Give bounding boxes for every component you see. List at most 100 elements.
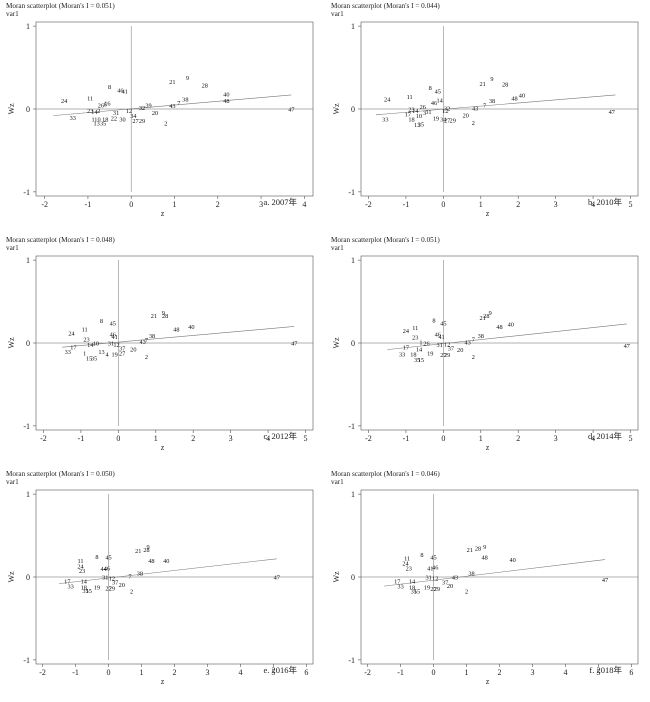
- y-tick-label: -1: [23, 422, 30, 431]
- point-label: 2: [472, 354, 475, 361]
- x-tick-label: 5: [596, 668, 600, 677]
- point-label: 18: [409, 584, 415, 591]
- x-tick-label: 3: [554, 200, 558, 209]
- point-label: 11: [404, 555, 410, 562]
- point-label: 21: [467, 547, 473, 554]
- y-tick-label: 0: [26, 105, 30, 114]
- point-label: 10: [94, 116, 100, 123]
- point-label: 8: [100, 318, 103, 325]
- x-tick-label: 1: [479, 434, 483, 443]
- x-axis-title: z: [486, 677, 490, 686]
- point-label: 20: [457, 347, 463, 354]
- point-label: 20: [152, 110, 158, 117]
- point-label: 46: [117, 87, 123, 94]
- point-label: 27: [105, 585, 111, 592]
- point-label: 47: [291, 341, 297, 348]
- panel-year-label: a. 2007年: [263, 197, 297, 207]
- point-label: 12: [444, 341, 450, 348]
- x-tick-label: 0: [432, 668, 436, 677]
- x-tick-label: -2: [39, 668, 46, 677]
- x-tick-label: 4: [266, 434, 270, 443]
- x-tick-label: 5: [629, 434, 633, 443]
- regression-line: [387, 323, 627, 350]
- point-label: 20: [130, 346, 136, 353]
- y-tick-label: 0: [26, 573, 30, 582]
- point-label: 29: [139, 118, 145, 125]
- x-tick-label: 1: [173, 200, 177, 209]
- panel-title: Moran scatterplot (Moran's I = 0.046): [331, 470, 440, 478]
- y-axis-title: Wz: [332, 103, 341, 115]
- point-label: 7: [177, 100, 180, 107]
- point-label: 13: [98, 349, 104, 356]
- point-label: 41: [427, 565, 433, 572]
- point-label: 38: [137, 570, 143, 577]
- point-label: 9: [162, 310, 165, 317]
- y-tick-label: 1: [26, 22, 30, 31]
- point-label: 4: [106, 351, 110, 358]
- point-label: 1: [92, 116, 95, 123]
- point-label: 22: [111, 116, 117, 123]
- panel-title: Moran scatterplot (Moran's I = 0.051): [331, 236, 440, 244]
- y-tick-label: 1: [351, 256, 355, 265]
- x-tick-label: 2: [516, 434, 520, 443]
- point-label: 20: [463, 112, 469, 119]
- x-axis-title: z: [486, 443, 490, 452]
- x-tick-label: -1: [72, 668, 79, 677]
- x-tick-label: -2: [365, 200, 372, 209]
- point-label: 2: [130, 589, 133, 596]
- point-label: 15: [418, 357, 424, 364]
- panel-variable: var1: [331, 478, 344, 486]
- point-label: 21: [480, 81, 486, 88]
- x-tick-label: 2: [191, 434, 195, 443]
- point-label: 28: [475, 546, 481, 553]
- point-label: 35: [91, 355, 97, 362]
- panel-variable: var1: [331, 10, 344, 18]
- point-label: 16: [104, 101, 110, 108]
- x-tick-label: 2: [173, 668, 177, 677]
- point-label: 33: [65, 349, 71, 356]
- point-label: 19: [424, 584, 430, 591]
- point-label: 40: [519, 92, 525, 99]
- panel-f-2018: Moran scatterplot (Moran's I = 0.046) va…: [325, 468, 650, 702]
- point-label: 45: [430, 555, 436, 562]
- point-label: 44: [100, 566, 107, 573]
- point-label: 19: [433, 116, 439, 123]
- point-label: 38: [182, 97, 188, 104]
- x-tick-label: -2: [41, 200, 48, 209]
- point-label: 14: [91, 109, 98, 116]
- point-label: 32: [139, 105, 145, 112]
- regression-line: [62, 326, 295, 348]
- point-label: 14: [416, 346, 423, 353]
- point-label: 46: [110, 331, 116, 338]
- point-label: 35: [100, 121, 106, 128]
- point-label: 24: [403, 328, 410, 335]
- point-label: 2: [145, 354, 148, 361]
- point-label: 40: [223, 92, 229, 99]
- point-label: 30: [119, 116, 125, 123]
- y-tick-label: 0: [26, 339, 30, 348]
- x-tick-label: 0: [441, 200, 445, 209]
- y-tick-label: -1: [348, 656, 355, 665]
- panel-c-2012: Moran scatterplot (Moran's I = 0.048) va…: [0, 234, 325, 468]
- panel-e-2016: Moran scatterplot (Moran's I = 0.050) va…: [0, 468, 325, 702]
- point-label: 29: [434, 586, 440, 593]
- point-label: 45: [435, 88, 441, 95]
- panel-title: Moran scatterplot (Moran's I = 0.051): [6, 2, 115, 10]
- x-tick-label: -1: [403, 434, 410, 443]
- point-label: 34: [130, 113, 137, 120]
- x-axis-title: z: [161, 443, 165, 452]
- panel-title: Moran scatterplot (Moran's I = 0.048): [6, 236, 115, 244]
- point-label: 37: [119, 345, 125, 352]
- point-label: 17: [403, 345, 409, 352]
- point-label: 3: [423, 110, 426, 117]
- x-tick-label: 0: [441, 434, 445, 443]
- point-label: 38: [478, 333, 484, 340]
- point-label: 17: [405, 111, 411, 118]
- regression-line: [384, 559, 606, 587]
- point-label: 14: [436, 97, 443, 104]
- point-label: 18: [81, 584, 87, 591]
- point-label: 33: [70, 115, 76, 122]
- panel-year-label: d. 2014年: [587, 431, 622, 441]
- point-label: 46: [432, 565, 438, 572]
